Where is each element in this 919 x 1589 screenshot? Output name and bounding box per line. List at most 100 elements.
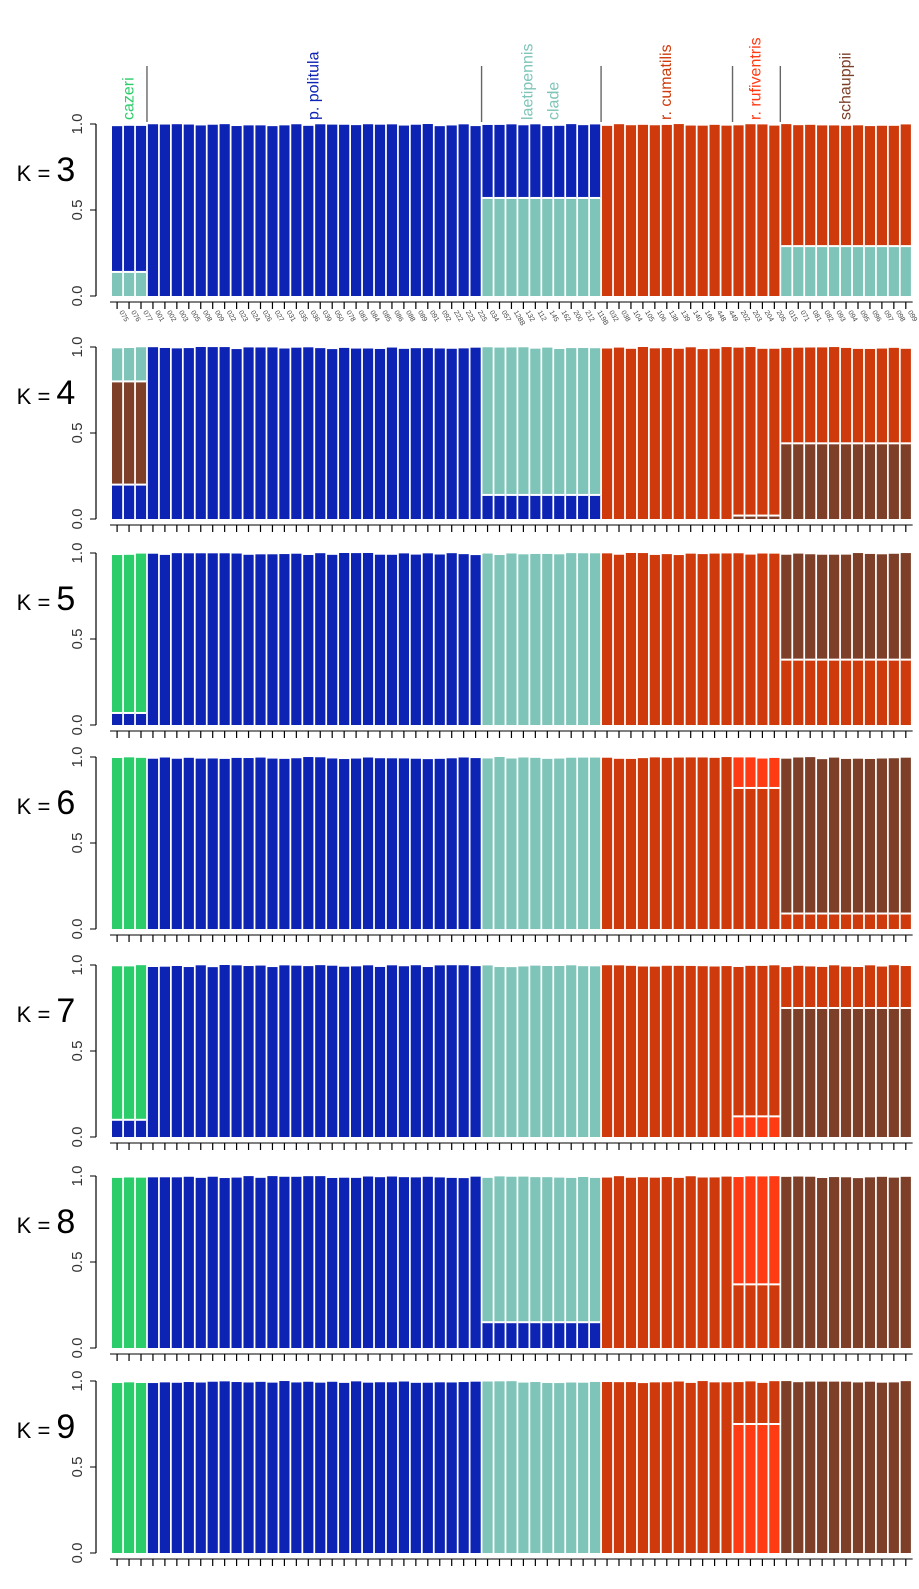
bar-segment <box>864 1177 876 1348</box>
bar-segment <box>207 967 218 1137</box>
bar-segment <box>267 758 278 929</box>
bar-segment <box>482 965 493 1137</box>
segment-boundary <box>840 658 852 661</box>
sample-label: 023 <box>237 310 249 324</box>
bar-segment <box>781 554 792 660</box>
segment-boundary <box>900 658 911 661</box>
bar-segment <box>243 758 254 929</box>
bar-segment <box>554 1383 565 1553</box>
bar-segment <box>386 1176 398 1348</box>
bar-segment <box>303 1381 314 1553</box>
y-tick-label: 1.0 <box>69 1166 86 1187</box>
segment-boundary <box>757 1283 768 1286</box>
bar-segment <box>673 965 684 1137</box>
bar-segment <box>876 913 887 929</box>
bar-segment <box>757 1424 768 1553</box>
bar-segment <box>183 124 194 296</box>
segment-boundary <box>590 1321 601 1324</box>
bar-segment <box>864 659 876 725</box>
bar-segment <box>613 124 625 296</box>
bar-segment <box>494 757 505 929</box>
segment-boundary <box>494 1321 505 1324</box>
bar-segment <box>852 125 864 247</box>
bar-segment <box>900 246 911 296</box>
bar-segment <box>219 965 230 1137</box>
bar-segment <box>351 553 362 725</box>
bar-segment <box>864 348 876 444</box>
bar-segment <box>757 965 768 1117</box>
segment-boundary <box>530 196 541 199</box>
bar-segment <box>769 1176 780 1285</box>
segment-boundary <box>578 196 589 199</box>
bar-segment <box>733 1424 744 1553</box>
bar-segment <box>661 1177 672 1348</box>
bar-segment <box>159 554 170 725</box>
segment-boundary <box>554 196 565 199</box>
bar-segment <box>291 1382 302 1553</box>
bar-segment <box>362 757 374 929</box>
bar-segment <box>721 1382 732 1553</box>
bar-segment <box>781 1176 792 1348</box>
k-label: K = 3 <box>17 151 76 189</box>
segment-boundary <box>112 483 123 486</box>
bar-segment <box>852 443 864 519</box>
bar-segment <box>243 966 254 1137</box>
bar-segment <box>112 1177 123 1348</box>
bar-segment <box>374 124 386 296</box>
k-prefix: K = <box>17 590 57 615</box>
sample-label: 212 <box>583 310 595 324</box>
bar-segment <box>219 1178 230 1348</box>
bar-segment <box>817 443 828 519</box>
bar-segment <box>542 1382 553 1553</box>
bar-segment <box>852 1008 864 1137</box>
bar-segment <box>183 553 194 725</box>
bar-segment <box>554 494 565 519</box>
bar-segment <box>888 443 899 519</box>
bar-segment <box>267 967 278 1137</box>
bar-segment <box>829 1177 840 1348</box>
bar-segment <box>733 125 744 296</box>
bar-segment <box>207 124 218 296</box>
bar-segment <box>601 1382 613 1553</box>
bar-segment <box>601 965 613 1137</box>
segment-boundary <box>123 711 135 714</box>
bar-segment <box>590 197 601 296</box>
bar-segment <box>649 1177 660 1348</box>
bar-segment <box>410 758 421 929</box>
y-tick-label: 0.0 <box>69 509 86 530</box>
bar-segment <box>470 126 481 296</box>
bar-segment <box>135 1177 147 1348</box>
bar-segment <box>339 124 350 296</box>
bar-segment <box>530 1322 541 1348</box>
bar-segment <box>900 553 911 660</box>
sample-label: 091 <box>428 310 440 324</box>
bar-segment <box>446 965 457 1137</box>
bar-segment <box>840 1381 852 1553</box>
segment-boundary <box>757 1115 768 1118</box>
sample-label: 083 <box>356 310 368 324</box>
bar-segment <box>888 1177 899 1348</box>
bar-segment <box>745 787 756 929</box>
segment-boundary <box>840 245 852 248</box>
bar-segment <box>590 1177 601 1323</box>
bar-segment <box>625 1382 637 1553</box>
bar-segment <box>793 347 804 444</box>
segment-boundary <box>876 442 887 445</box>
segment-boundary <box>829 1007 840 1009</box>
bar-segment <box>637 1177 648 1348</box>
bar-segment <box>470 1176 481 1348</box>
bar-segment <box>840 443 852 519</box>
bar-segment <box>793 246 804 296</box>
bar-segment <box>805 913 816 929</box>
bar-segment <box>781 659 792 725</box>
bar-segment <box>195 1177 206 1348</box>
bar-segment <box>829 347 840 444</box>
bar-segment <box>231 757 242 929</box>
sample-label: 077 <box>141 310 153 324</box>
segment-boundary <box>566 493 577 496</box>
bar-segment <box>721 966 732 1137</box>
bar-segment <box>661 554 672 725</box>
sample-label: 085 <box>380 310 392 324</box>
sample-label: 057 <box>500 310 512 324</box>
bar-segment <box>649 348 660 519</box>
